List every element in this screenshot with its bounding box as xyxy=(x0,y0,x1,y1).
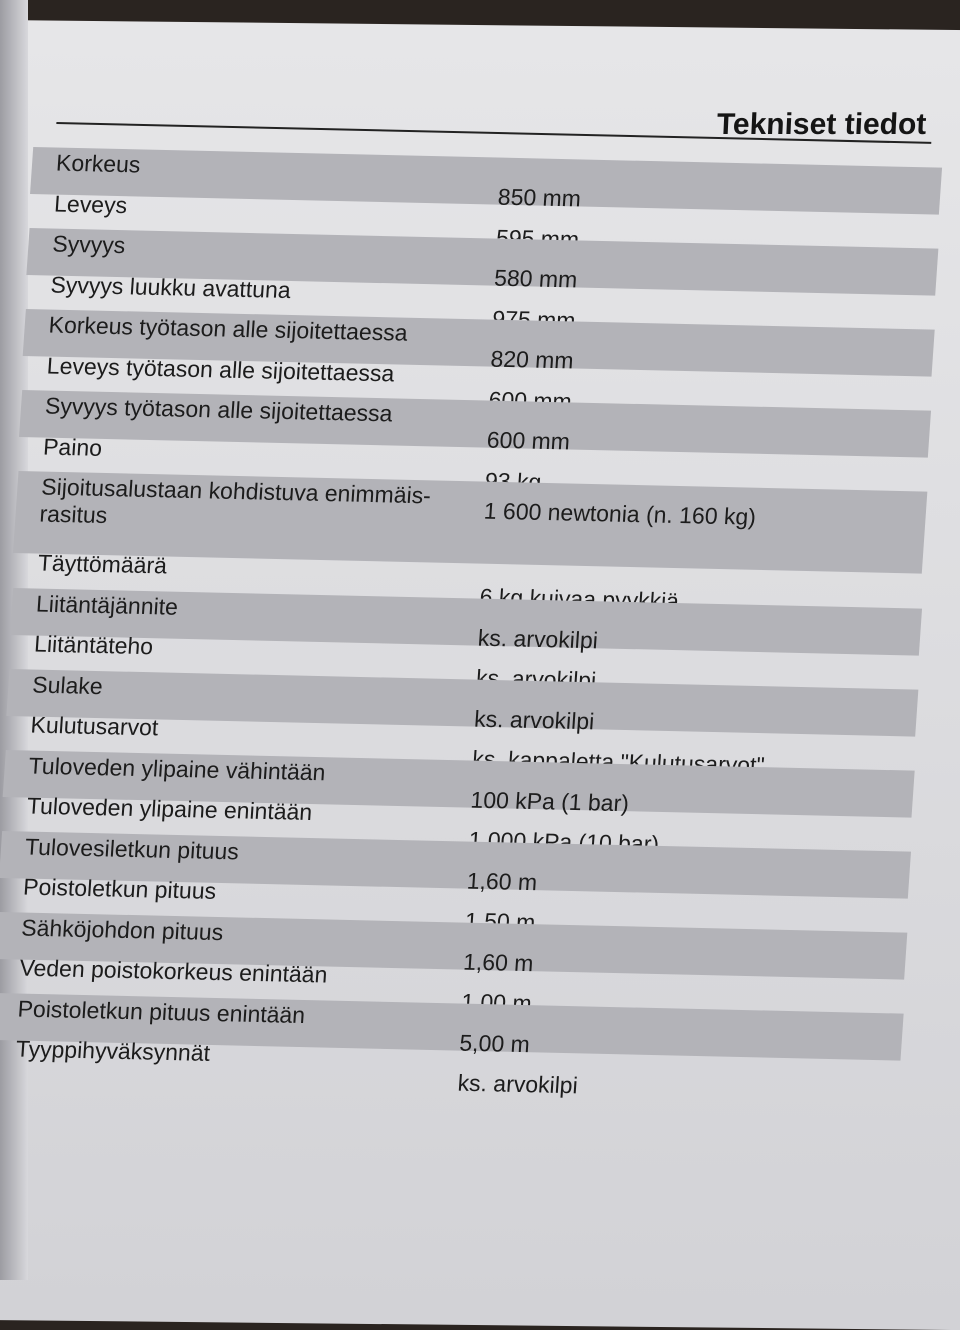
spec-label: Poistoletkun pituus enintään xyxy=(16,995,307,1028)
spec-label: Poistoletkun pituus xyxy=(22,873,218,904)
spec-label: Tulovesiletkun pituus xyxy=(24,833,240,864)
spec-label: Tuloveden ylipaine enintään xyxy=(26,792,314,826)
spec-label: Liitäntäteho xyxy=(33,630,155,660)
spec-label: Leveys työtason alle sijoitettaessa xyxy=(46,352,396,386)
spec-label: Kulutusarvot xyxy=(29,711,160,741)
spec-label: Sähköjohdon pituus xyxy=(20,914,225,945)
spec-label: Tuloveden ylipaine vähintään xyxy=(27,752,327,785)
spec-label: Sijoitusalustaan kohdistuva enimmäis-ras… xyxy=(38,473,432,529)
book-spine xyxy=(0,0,28,1280)
spec-label: Syvyys työtason alle sijoitettaessa xyxy=(44,392,394,427)
spec-label: Korkeus työtason alle sijoitettaessa xyxy=(47,311,409,346)
spec-label: Tyyppihyväksynnät xyxy=(15,1035,211,1066)
spec-label: Täyttömäärä xyxy=(37,549,168,579)
spec-label: Sulake xyxy=(31,671,104,699)
spec-value: 1 600 newtonia (n. 160 kg) xyxy=(483,497,757,530)
spec-table: Korkeus 850 mm Leveys 595 mm Syvyys 580 mm Syv… xyxy=(0,143,944,1099)
spec-value: ks. arvokilpi xyxy=(456,1069,579,1099)
spec-label: Syvyys luukku avattuna xyxy=(49,271,292,303)
spec-label: Liitäntäjännite xyxy=(35,590,179,620)
page-content: Tekniset tiedot Korkeus 850 mm Leveys 595 m… xyxy=(0,0,960,1280)
spec-label: Paino xyxy=(42,433,103,461)
spec-label: Syvyys xyxy=(51,230,127,259)
spec-label: Veden poistokorkeus enintään xyxy=(18,954,329,988)
spec-label: Korkeus xyxy=(55,149,142,178)
spec-label: Leveys xyxy=(53,190,129,218)
